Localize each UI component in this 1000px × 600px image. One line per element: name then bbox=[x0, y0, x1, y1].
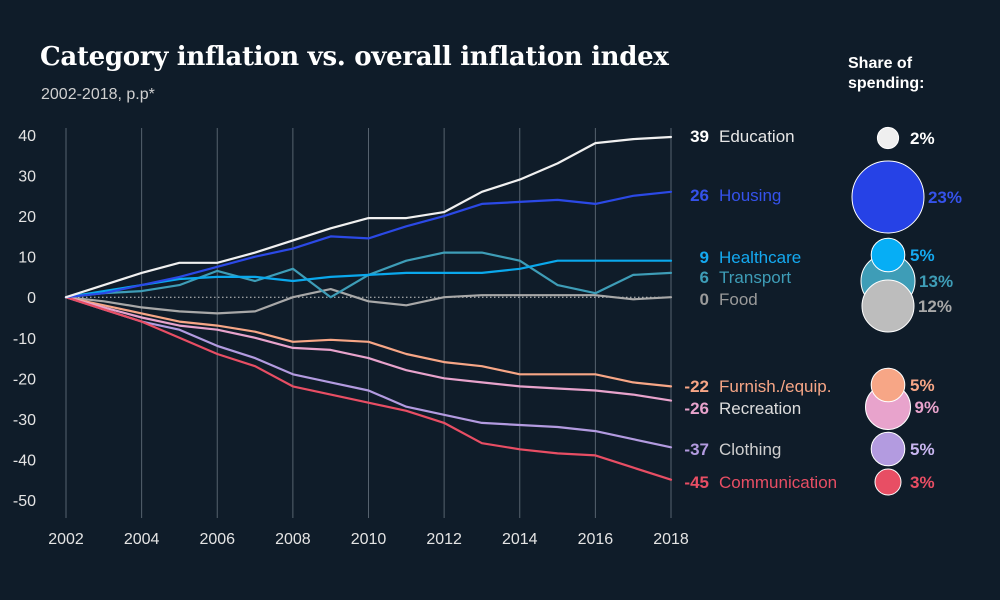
y-tick-label--50: -50 bbox=[13, 493, 36, 510]
y-tick-label--10: -10 bbox=[13, 331, 36, 348]
share-bubble-healthcare bbox=[870, 237, 906, 273]
x-tick-label-2006: 2006 bbox=[199, 531, 235, 548]
share-label-furnish-equip: 5% bbox=[910, 376, 935, 395]
x-tick-label-2010: 2010 bbox=[351, 531, 387, 548]
y-tick-label-0: 0 bbox=[27, 290, 36, 307]
x-tick-label-2012: 2012 bbox=[426, 531, 462, 548]
x-tick-label-2016: 2016 bbox=[578, 531, 614, 548]
x-tick-label-2002: 2002 bbox=[48, 531, 84, 548]
series-value-label-furnish-equip: -22 bbox=[684, 377, 709, 396]
series-name-label-education: Education bbox=[719, 127, 795, 146]
x-tick-label-2014: 2014 bbox=[502, 531, 538, 548]
series-line-furnish-equip bbox=[64, 296, 673, 388]
series-value-label-communication: -45 bbox=[684, 473, 709, 492]
series-line-communication bbox=[64, 296, 673, 481]
x-tick-label-2004: 2004 bbox=[124, 531, 160, 548]
series-value-label-housing: 26 bbox=[690, 186, 709, 205]
share-label-healthcare: 5% bbox=[910, 246, 935, 265]
series-line-recreation bbox=[64, 296, 673, 402]
y-tick-label-40: 40 bbox=[18, 128, 36, 145]
y-tick-label--30: -30 bbox=[13, 412, 36, 429]
y-tick-label-20: 20 bbox=[18, 209, 36, 226]
share-label-recreation: 9% bbox=[915, 398, 940, 417]
share-bubble-food bbox=[861, 279, 915, 333]
share-label-transport: 13% bbox=[919, 272, 953, 291]
series-name-label-clothing: Clothing bbox=[719, 440, 781, 459]
share-bubble-clothing bbox=[870, 431, 906, 467]
series-value-label-food: 0 bbox=[700, 290, 709, 309]
series-name-label-transport: Transport bbox=[719, 268, 791, 287]
series-name-label-recreation: Recreation bbox=[719, 399, 801, 418]
series-name-label-furnish-equip: Furnish./equip. bbox=[719, 377, 831, 396]
share-bubble-communication bbox=[874, 468, 902, 496]
share-of-spending-title: Share of spending: bbox=[848, 55, 925, 92]
x-tick-label-2008: 2008 bbox=[275, 531, 311, 548]
y-tick-label--20: -20 bbox=[13, 371, 36, 388]
share-label-education: 2% bbox=[910, 129, 935, 148]
share-bubble-housing bbox=[851, 160, 925, 234]
series-line-housing bbox=[64, 190, 673, 299]
series-name-label-food: Food bbox=[719, 290, 758, 309]
series-value-label-recreation: -26 bbox=[684, 399, 709, 418]
share-label-food: 12% bbox=[918, 297, 952, 316]
series-line-education bbox=[64, 135, 673, 299]
series-value-label-healthcare: 9 bbox=[700, 248, 709, 267]
series-value-label-clothing: -37 bbox=[684, 440, 709, 459]
series-name-label-healthcare: Healthcare bbox=[719, 248, 801, 267]
series-name-label-communication: Communication bbox=[719, 473, 837, 492]
series-line-food bbox=[64, 288, 673, 315]
chart-title: Category inflation vs. overall inflation… bbox=[40, 42, 669, 72]
share-label-housing: 23% bbox=[928, 188, 962, 207]
share-bubble-education bbox=[876, 126, 900, 150]
share-label-communication: 3% bbox=[910, 473, 935, 492]
y-tick-label-30: 30 bbox=[18, 169, 36, 186]
y-tick-label--40: -40 bbox=[13, 452, 36, 469]
series-value-label-transport: 6 bbox=[700, 268, 709, 287]
series-line-healthcare bbox=[64, 259, 673, 299]
share-label-clothing: 5% bbox=[910, 440, 935, 459]
series-value-label-education: 39 bbox=[690, 127, 709, 146]
y-tick-label-10: 10 bbox=[18, 250, 36, 267]
series-name-label-housing: Housing bbox=[719, 186, 781, 205]
share-bubble-furnish-equip bbox=[870, 367, 906, 403]
series-line-clothing bbox=[64, 296, 673, 449]
x-tick-label-2018: 2018 bbox=[653, 531, 689, 548]
chart-subtitle: 2002-2018, p.p* bbox=[41, 86, 155, 103]
